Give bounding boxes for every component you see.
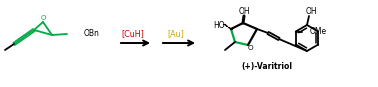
Text: O: O [247, 45, 253, 51]
Text: OH: OH [238, 7, 250, 17]
Text: O: O [40, 15, 46, 21]
Text: OMe: OMe [310, 27, 327, 36]
Text: [Au]: [Au] [167, 29, 184, 39]
Text: HO: HO [213, 21, 225, 31]
Text: OBn: OBn [84, 29, 100, 39]
Text: (+)-Varitriol: (+)-Varitriol [242, 62, 293, 72]
Text: OH: OH [305, 7, 317, 15]
Text: [CuH]: [CuH] [122, 29, 144, 39]
